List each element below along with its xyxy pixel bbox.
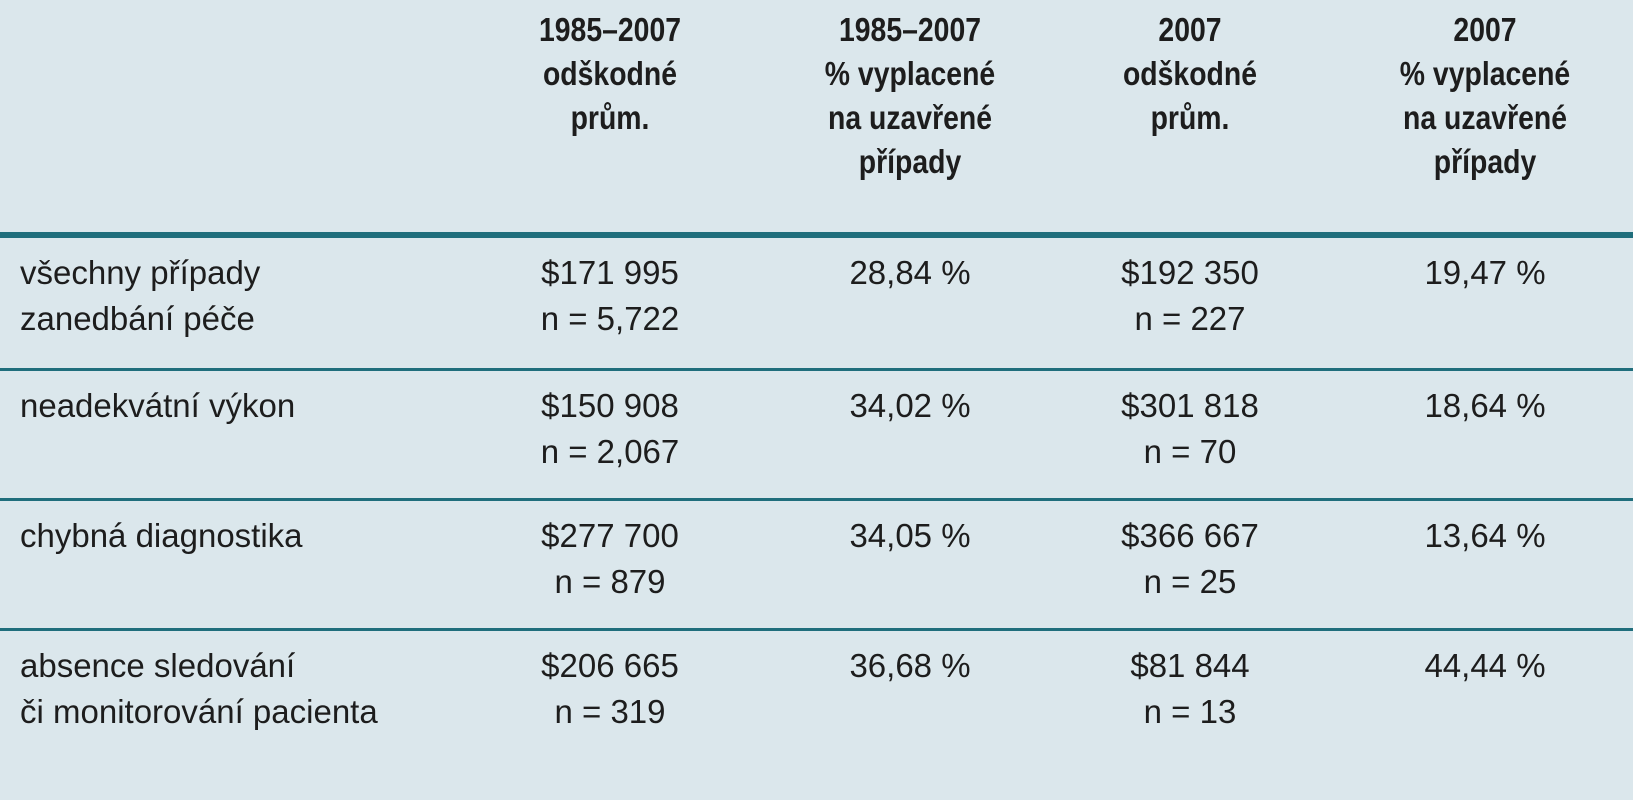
row-label-line: či monitorování pacienta (20, 693, 378, 730)
header-text: prům. (570, 99, 650, 136)
header-text: 2007 (1453, 11, 1517, 48)
cell-pct-2007: 18,64 % (1350, 383, 1620, 429)
table-row: všechny případy zanedbání péče $171 995 … (0, 238, 1633, 368)
header-pct-1985-2007: 1985–2007 % vyplacené na uzavřené případ… (790, 8, 1031, 184)
header-divider (0, 232, 1633, 238)
header-avg-2007: 2007 odškodné prům. (1095, 8, 1284, 140)
cell-pct-1985-2007: 28,84 % (770, 250, 1050, 296)
cell-pct-2007: 44,44 % (1350, 643, 1620, 689)
header-text: na uzavřené (827, 99, 993, 136)
header-text: odškodné (542, 55, 678, 92)
header-text: na uzavřené (1402, 99, 1568, 136)
header-pct-2007: 2007 % vyplacené na uzavřené případy (1369, 8, 1601, 184)
cell-avg-1985-2007: $277 700 n = 879 (480, 513, 740, 605)
header-text: % vyplacené (1399, 55, 1571, 92)
cell-pct-2007: 19,47 % (1350, 250, 1620, 296)
amount: $277 700 (541, 517, 679, 554)
percent: 44,44 % (1424, 647, 1546, 684)
cell-pct-1985-2007: 36,68 % (770, 643, 1050, 689)
amount: $81 844 (1130, 647, 1250, 684)
table-row: chybná diagnostika $277 700 n = 879 34,0… (0, 501, 1633, 631)
cell-avg-2007: $301 818 n = 70 (1080, 383, 1300, 475)
row-label: absence sledování či monitorování pacien… (20, 643, 460, 735)
row-label-line: zanedbání péče (20, 300, 255, 337)
percent: 34,02 % (849, 387, 971, 424)
count: n = 319 (554, 693, 666, 730)
header-text: 1985–2007 (838, 11, 982, 48)
header-text: případy (858, 143, 962, 180)
table-row: neadekvátní výkon $150 908 n = 2,067 34,… (0, 371, 1633, 501)
cell-avg-2007: $81 844 n = 13 (1080, 643, 1300, 735)
header-text: případy (1433, 143, 1537, 180)
header-text: 2007 (1158, 11, 1222, 48)
count: n = 2,067 (540, 433, 680, 470)
percent: 28,84 % (849, 254, 971, 291)
row-label: chybná diagnostika (20, 513, 460, 559)
row-label-line: chybná diagnostika (20, 517, 303, 554)
cell-pct-1985-2007: 34,02 % (770, 383, 1050, 429)
count: n = 70 (1143, 433, 1237, 470)
cell-pct-1985-2007: 34,05 % (770, 513, 1050, 559)
cell-avg-1985-2007: $150 908 n = 2,067 (480, 383, 740, 475)
count: n = 227 (1134, 300, 1246, 337)
header-text: odškodné (1122, 55, 1258, 92)
percent: 13,64 % (1424, 517, 1546, 554)
header-text: % vyplacené (824, 55, 996, 92)
cell-avg-2007: $192 350 n = 227 (1080, 250, 1300, 342)
cell-avg-1985-2007: $206 665 n = 319 (480, 643, 740, 735)
row-label-line: absence sledování (20, 647, 296, 684)
amount: $192 350 (1121, 254, 1259, 291)
count: n = 5,722 (540, 300, 680, 337)
percent: 18,64 % (1424, 387, 1546, 424)
row-label-line: neadekvátní výkon (20, 387, 296, 424)
amount: $206 665 (541, 647, 679, 684)
cell-avg-2007: $366 667 n = 25 (1080, 513, 1300, 605)
count: n = 13 (1143, 693, 1237, 730)
table-header: 1985–2007 odškodné prům. 1985–2007 % vyp… (0, 0, 1633, 236)
cell-pct-2007: 13,64 % (1350, 513, 1620, 559)
amount: $301 818 (1121, 387, 1259, 424)
row-label: všechny případy zanedbání péče (20, 250, 460, 342)
percent: 19,47 % (1424, 254, 1546, 291)
percent: 34,05 % (849, 517, 971, 554)
amount: $171 995 (541, 254, 679, 291)
header-text: 1985–2007 (538, 11, 682, 48)
header-text: prům. (1150, 99, 1230, 136)
row-divider (0, 628, 1633, 631)
row-divider (0, 368, 1633, 371)
amount: $366 667 (1121, 517, 1259, 554)
percent: 36,68 % (849, 647, 971, 684)
row-label-line: všechny případy (20, 254, 261, 291)
cell-avg-1985-2007: $171 995 n = 5,722 (480, 250, 740, 342)
count: n = 25 (1143, 563, 1237, 600)
count: n = 879 (554, 563, 666, 600)
header-avg-1985-2007: 1985–2007 odškodné prům. (498, 8, 722, 140)
row-label: neadekvátní výkon (20, 383, 460, 429)
amount: $150 908 (541, 387, 679, 424)
row-divider (0, 498, 1633, 501)
table-row: absence sledování či monitorování pacien… (0, 631, 1633, 761)
